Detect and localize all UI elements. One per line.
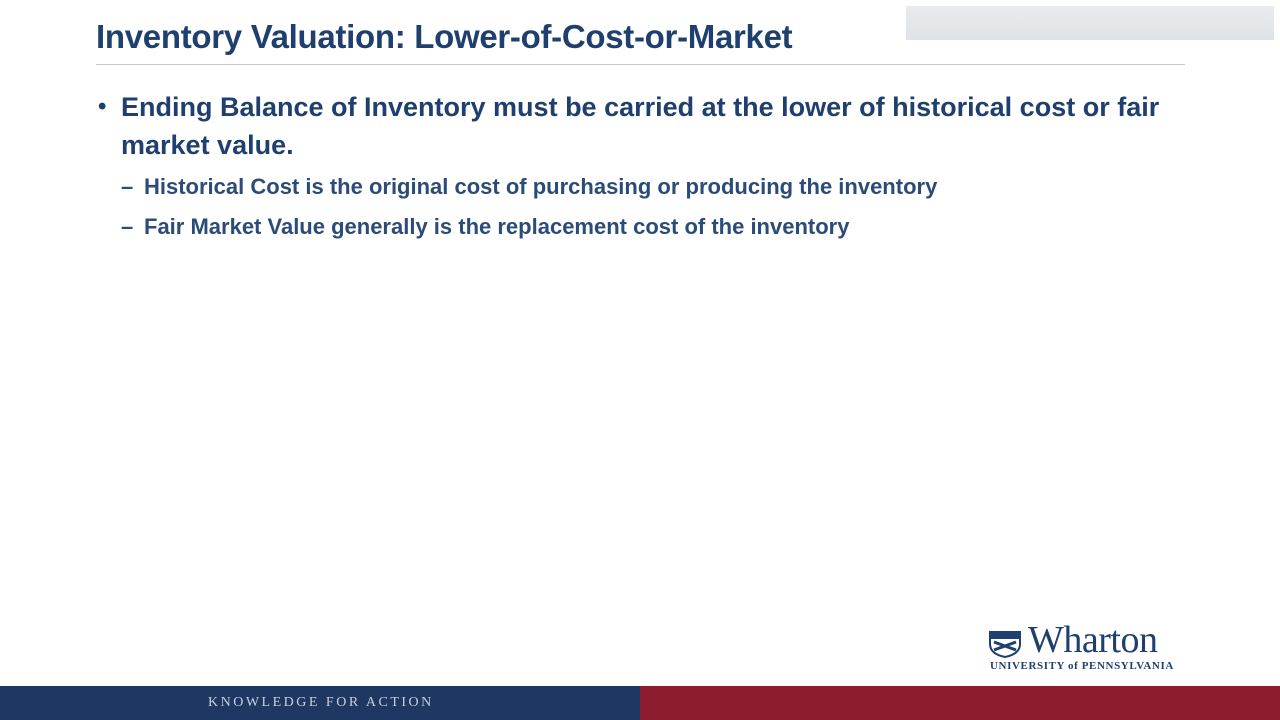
logo-university: UNIVERSITY of PENNSYLVANIA (990, 660, 1174, 672)
footer-band-left: KNOWLEDGE FOR ACTION (0, 686, 640, 720)
bullet-text: Ending Balance of Inventory must be carr… (121, 92, 1160, 160)
dash-icon: – (121, 174, 134, 199)
slide-title: Inventory Valuation: Lower-of-Cost-or-Ma… (96, 18, 793, 55)
footer-tagline: KNOWLEDGE FOR ACTION (208, 695, 434, 710)
slide-content: • Ending Balance of Inventory must be ca… (96, 88, 1196, 244)
title-divider (96, 64, 1185, 65)
logo-wordmark: Wharton (1028, 619, 1158, 661)
bullet-item: • Ending Balance of Inventory must be ca… (96, 88, 1196, 164)
sub-bullet-text: Fair Market Value generally is the repla… (144, 214, 850, 239)
wharton-logo: Wharton UNIVERSITY of PENNSYLVANIA (988, 619, 1193, 674)
dash-icon: – (121, 214, 134, 239)
penn-shield-icon (989, 631, 1021, 658)
sub-bullet-item: – Fair Market Value generally is the rep… (96, 210, 1196, 244)
footer-band-right (640, 686, 1280, 720)
corner-band (906, 6, 1274, 40)
sub-bullet-item: – Historical Cost is the original cost o… (96, 170, 1196, 204)
sub-bullet-text: Historical Cost is the original cost of … (144, 174, 938, 199)
bullet-dot-icon: • (98, 93, 107, 120)
